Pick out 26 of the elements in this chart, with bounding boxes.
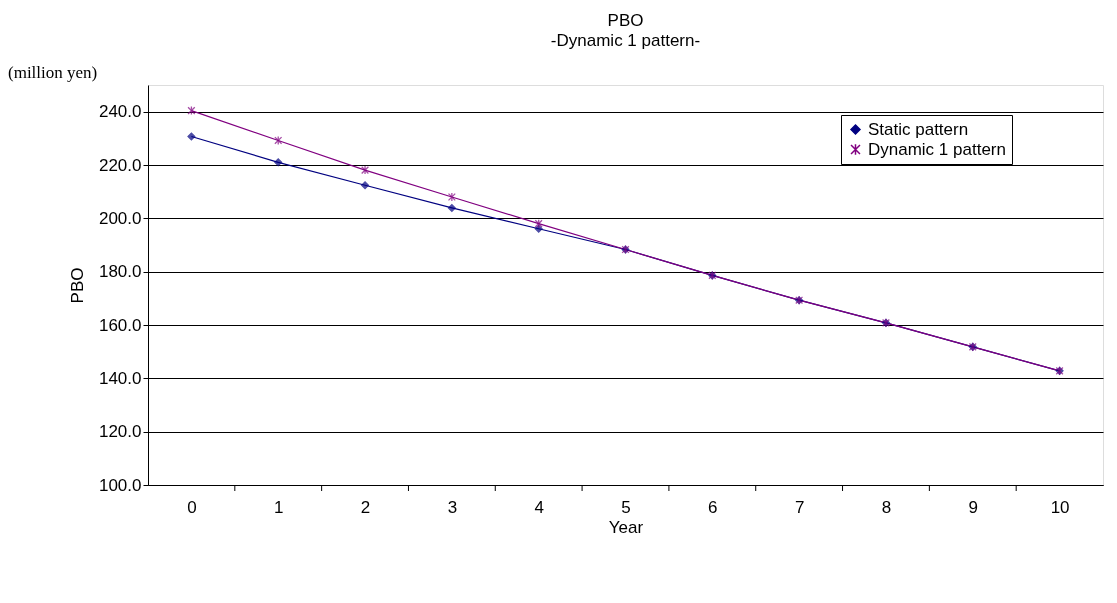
- x-tick-label: 0: [187, 497, 197, 517]
- y-tick-label: 100.0: [98, 475, 142, 495]
- y-tick-label: 120.0: [98, 422, 142, 442]
- x-tick-label: 7: [794, 497, 805, 517]
- x-tick-label: 8: [881, 497, 892, 517]
- x-tick-label: 4: [534, 497, 544, 517]
- x-tick-label: 3: [447, 497, 458, 517]
- y-tick-label: 180.0: [98, 262, 142, 282]
- chart-title: PBO: [607, 11, 644, 30]
- y-tick-label: 240.0: [98, 102, 142, 122]
- x-tick-label: 1: [273, 497, 284, 517]
- y-tick-label: 200.0: [98, 208, 142, 228]
- legend-label: Dynamic 1 pattern: [868, 139, 1006, 159]
- x-tick-label: 5: [621, 497, 631, 517]
- x-tick-label: 2: [360, 497, 371, 517]
- x-tick-label: 10: [1050, 497, 1070, 517]
- y-tick-label: 140.0: [98, 368, 142, 388]
- x-tick-label: 6: [708, 497, 718, 517]
- y-tick-label: 220.0: [98, 155, 142, 175]
- y-tick-label: 160.0: [98, 315, 142, 335]
- text: (million yen): [8, 63, 98, 82]
- legend-label: Static pattern: [868, 119, 969, 139]
- chart-subtitle: -Dynamic 1 pattern-: [550, 31, 701, 50]
- x-tick-label: 9: [968, 497, 979, 517]
- y-axis-title: PBO: [67, 267, 87, 304]
- x-axis-title: Year: [608, 517, 644, 537]
